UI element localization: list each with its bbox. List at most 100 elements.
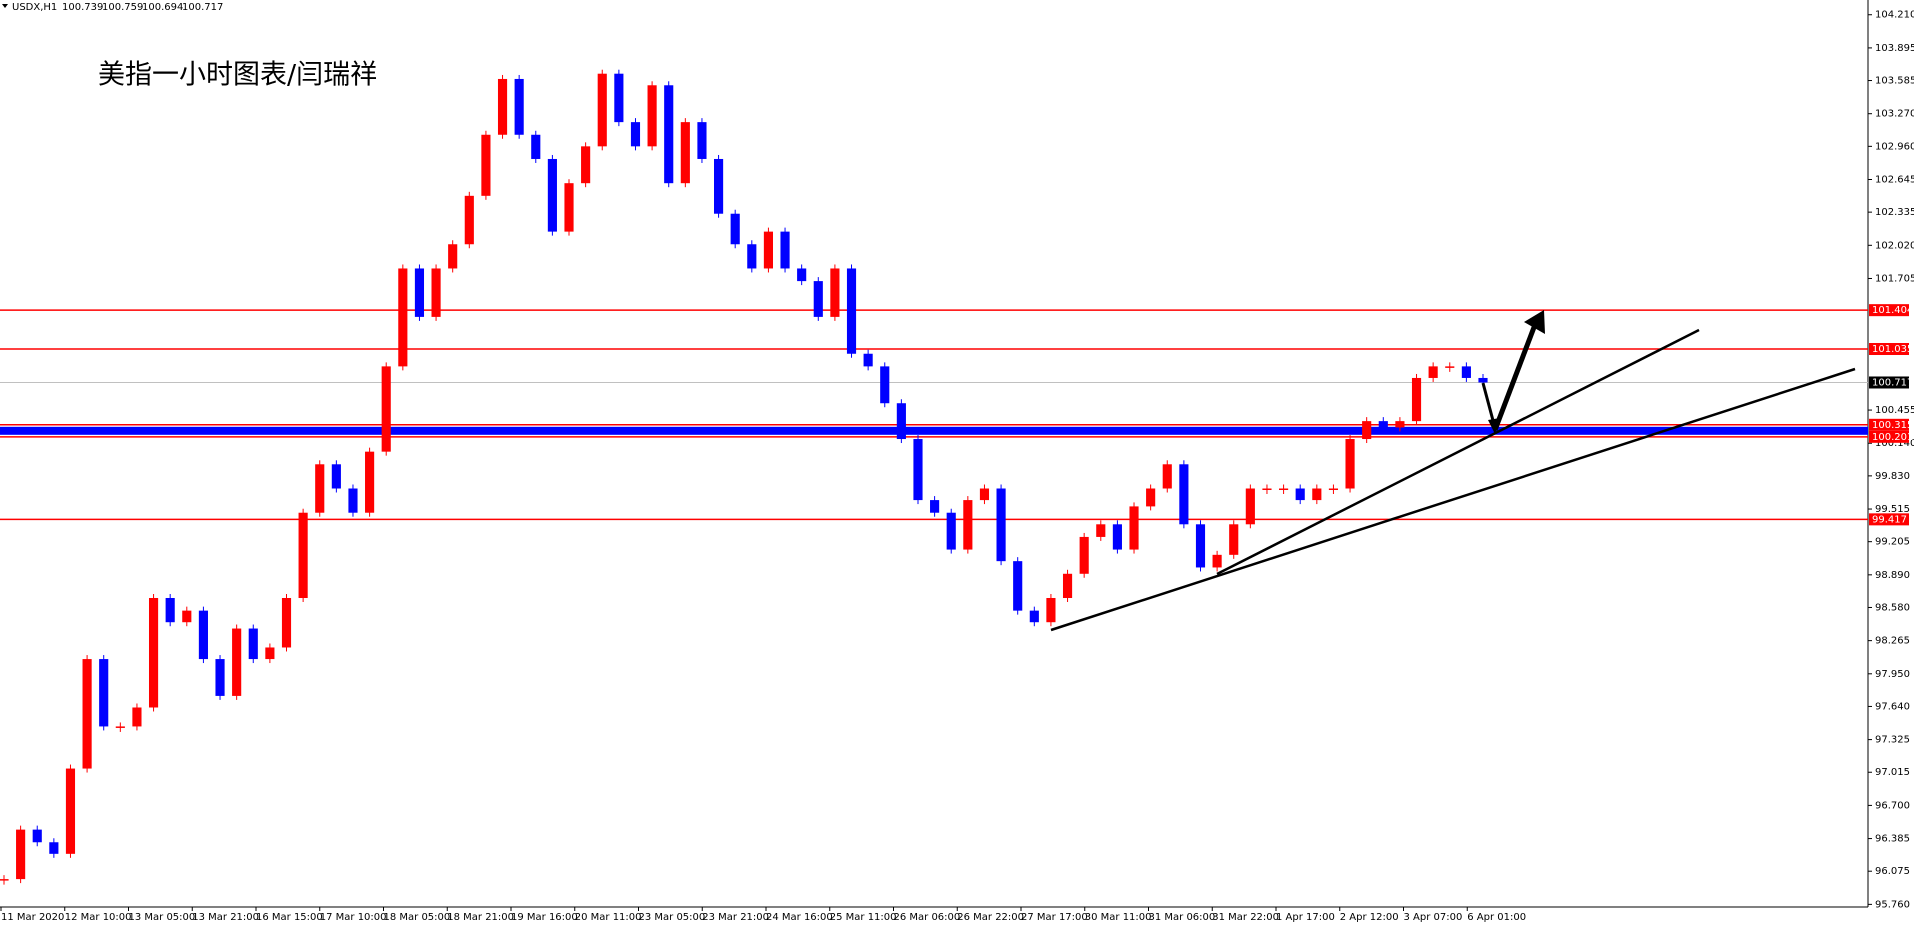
candle (1279, 488, 1289, 491)
level-label-box (1869, 430, 1909, 443)
level-label: 101.404 (1872, 305, 1913, 316)
candle (714, 158, 724, 214)
chart-title: 美指一小时图表/闫瑞祥 (98, 60, 377, 91)
level-label-box (1869, 418, 1909, 431)
candle (115, 726, 125, 728)
bid-label-box (1869, 376, 1909, 389)
x-tick-label: 23 Mar 21:00 (702, 912, 769, 923)
candle (348, 488, 358, 513)
candle (697, 122, 707, 159)
candle (514, 78, 524, 135)
candle (1245, 488, 1255, 525)
candle (780, 231, 790, 269)
candle (298, 512, 308, 598)
x-tick-label: 17 Mar 10:00 (320, 912, 387, 923)
level-label-box (1869, 343, 1909, 356)
candle (913, 439, 923, 501)
candle (82, 659, 92, 769)
candle (730, 213, 740, 245)
candle (863, 353, 873, 367)
x-tick-label: 11 Mar 2020 (1, 912, 64, 923)
y-tick-label: 102.335 (1875, 207, 1914, 218)
candle (1478, 377, 1488, 383)
x-tick-label: 3 Apr 07:00 (1404, 912, 1463, 923)
y-tick-label: 97.950 (1875, 669, 1910, 680)
candle (281, 597, 292, 648)
y-tick-label: 104.210 (1875, 10, 1914, 21)
candle (464, 195, 474, 245)
candle (248, 628, 258, 660)
x-tick-label: 1 Apr 17:00 (1276, 912, 1335, 923)
y-tick-label: 103.895 (1875, 43, 1914, 54)
candle (1362, 421, 1372, 440)
candle (896, 403, 906, 440)
candle (946, 512, 956, 550)
candles (0, 69, 1488, 885)
candle (1328, 488, 1339, 491)
x-tick-label: 13 Mar 05:00 (129, 912, 196, 923)
x-tick-label: 24 Mar 16:00 (766, 912, 833, 923)
candle (1295, 488, 1305, 501)
candle (1345, 439, 1355, 489)
y-tick-label: 102.960 (1875, 141, 1914, 152)
y-tick-label: 102.645 (1875, 175, 1914, 186)
ohlc-value: 100.739 (62, 2, 103, 13)
candle (1411, 377, 1422, 422)
symbol: USDX,H1 (12, 2, 57, 13)
candle (564, 183, 574, 232)
candle (630, 122, 641, 147)
axes: 104.210 103.895 103.585 103.270 102.960 102.6… (0, 10, 1914, 923)
x-tick-label: 19 Mar 16:00 (511, 912, 578, 923)
y-tick-label: 103.585 (1875, 76, 1914, 87)
level-label-box (1869, 513, 1909, 526)
y-tick-label: 97.325 (1875, 735, 1910, 746)
candle (880, 366, 890, 404)
level-label-box (1869, 304, 1909, 317)
level-label: 100.201 (1872, 432, 1913, 443)
candle (1146, 488, 1156, 507)
candle (148, 597, 159, 708)
x-tick-label: 2 Apr 12:00 (1340, 912, 1399, 923)
x-tick-label: 16 Mar 15:00 (256, 912, 323, 923)
candle (1445, 366, 1455, 368)
x-tick-label: 31 Mar 06:00 (1149, 912, 1216, 923)
x-tick-label: 18 Mar 05:00 (384, 912, 451, 923)
candle (1378, 421, 1388, 428)
candle (1312, 488, 1322, 501)
candle (398, 268, 408, 367)
candle (597, 73, 607, 147)
y-tick-label: 99.830 (1875, 471, 1910, 482)
candle (1062, 573, 1073, 598)
x-tick-label: 23 Mar 05:00 (639, 912, 706, 923)
candle (1129, 506, 1139, 550)
arrow-head (1524, 310, 1545, 334)
trendline (1050, 367, 1856, 632)
candle (763, 231, 773, 269)
candle (531, 134, 541, 159)
y-tick-label: 101.705 (1875, 273, 1914, 284)
level-label: 100.315 (1872, 420, 1913, 431)
x-tick-label: 26 Mar 06:00 (894, 912, 961, 923)
candle (930, 500, 940, 513)
candle (65, 768, 76, 854)
arrow (1492, 321, 1539, 431)
candle (265, 647, 275, 660)
candle (647, 85, 657, 147)
candle (1395, 421, 1405, 428)
candle (581, 146, 591, 184)
candle (365, 451, 375, 513)
candle (431, 268, 441, 317)
candle (1461, 366, 1471, 378)
candle (448, 244, 458, 269)
candle (381, 366, 391, 452)
candle (830, 268, 840, 317)
y-tick-label: 95.760 (1875, 899, 1910, 910)
candle (1229, 524, 1239, 555)
candle (1179, 464, 1189, 525)
candle (1428, 366, 1438, 378)
y-tick-label: 97.640 (1875, 701, 1910, 712)
candle (1212, 554, 1222, 568)
candle (99, 659, 109, 727)
candle (165, 597, 175, 623)
